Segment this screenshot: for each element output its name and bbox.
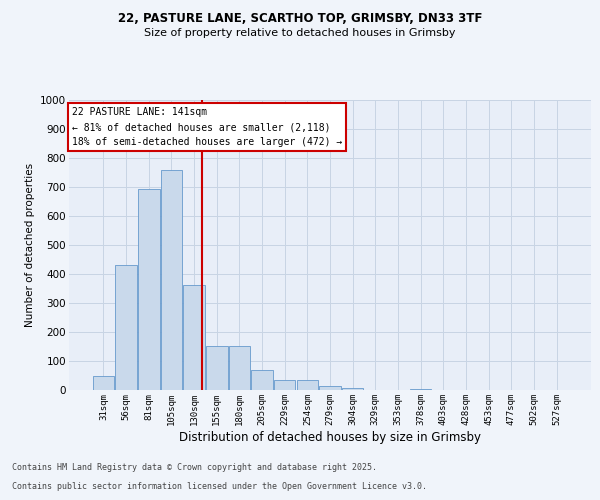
Text: 22, PASTURE LANE, SCARTHO TOP, GRIMSBY, DN33 3TF: 22, PASTURE LANE, SCARTHO TOP, GRIMSBY, … [118, 12, 482, 26]
Text: 22 PASTURE LANE: 141sqm
← 81% of detached houses are smaller (2,118)
18% of semi: 22 PASTURE LANE: 141sqm ← 81% of detache… [71, 108, 342, 147]
Bar [93, 376, 114, 390]
Text: Size of property relative to detached houses in Grimsby: Size of property relative to detached ho… [144, 28, 456, 38]
Bar [138, 189, 160, 390]
Text: Contains HM Land Registry data © Crown copyright and database right 2025.: Contains HM Land Registry data © Crown c… [12, 464, 377, 472]
Bar [184, 285, 205, 390]
Bar [251, 370, 273, 390]
Bar [229, 346, 250, 390]
Text: Contains public sector information licensed under the Open Government Licence v3: Contains public sector information licen… [12, 482, 427, 491]
Bar [274, 380, 295, 390]
Bar [296, 380, 318, 390]
Bar [342, 388, 364, 390]
Bar [161, 170, 182, 390]
Y-axis label: Number of detached properties: Number of detached properties [25, 163, 35, 327]
Bar [206, 346, 227, 390]
X-axis label: Distribution of detached houses by size in Grimsby: Distribution of detached houses by size … [179, 430, 481, 444]
Bar [410, 388, 431, 390]
Bar [115, 266, 137, 390]
Bar [319, 386, 341, 390]
